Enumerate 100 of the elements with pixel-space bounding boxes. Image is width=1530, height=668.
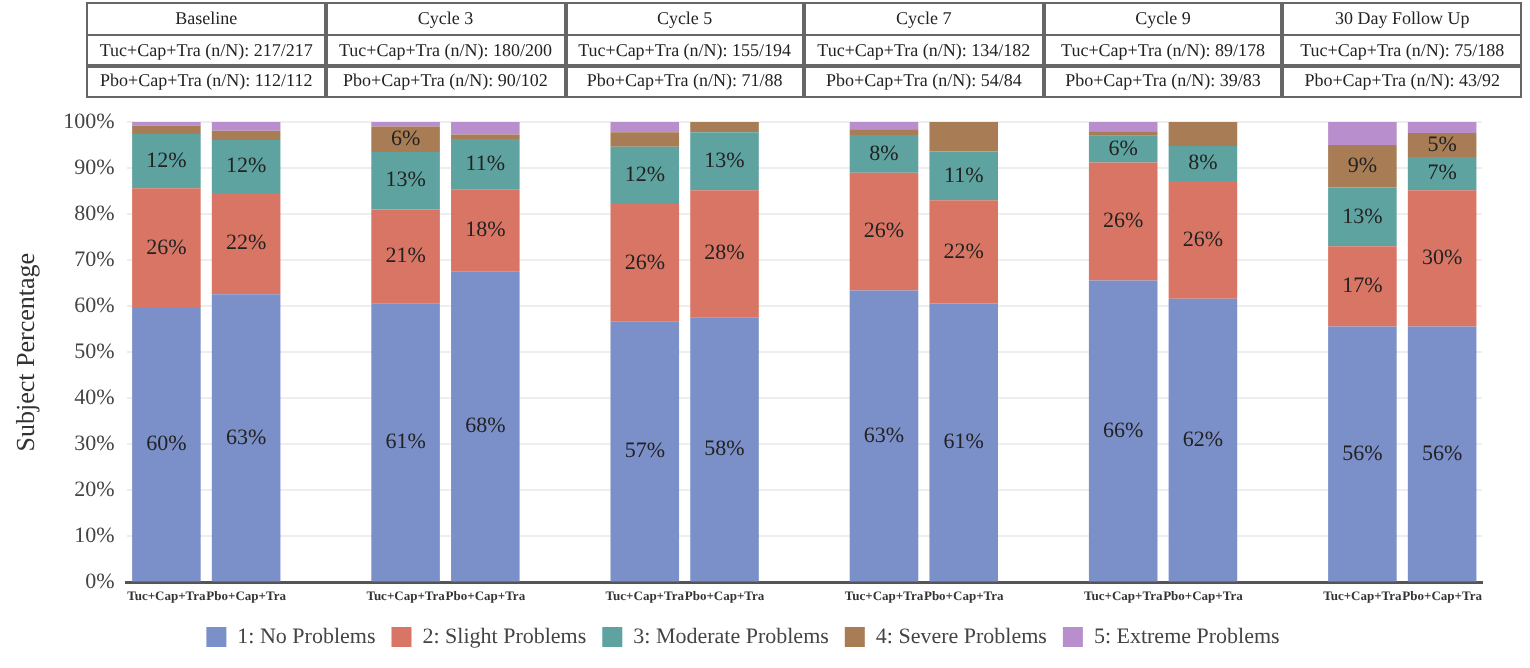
data-label: 13% bbox=[385, 168, 426, 193]
bar bbox=[690, 132, 759, 191]
y-tick-label: 70% bbox=[74, 247, 115, 272]
bar bbox=[211, 294, 281, 582]
text: Tuc+Cap+Tra (n/N): 180/200 bbox=[325, 33, 566, 67]
text: Tuc+Cap+Tra (n/N): 75/188 bbox=[1282, 33, 1522, 67]
data-label: 66% bbox=[1103, 418, 1144, 443]
data-label: 61% bbox=[943, 430, 984, 455]
text: Tuc+Cap+Tra (n/N): 134/182 bbox=[804, 33, 1044, 67]
text: Pbo+Cap+Tra (n/N): 43/92 bbox=[1282, 64, 1522, 98]
legend-label: 5: Extreme Problems bbox=[1093, 624, 1280, 649]
y-tick-label: 30% bbox=[74, 432, 115, 457]
bar bbox=[1088, 122, 1158, 132]
text: Pbo+Cap+Tra (n/N): 54/84 bbox=[804, 64, 1044, 98]
data-label: 63% bbox=[863, 423, 905, 448]
data-label: 5% bbox=[1427, 132, 1457, 157]
bar bbox=[849, 122, 919, 130]
text: Tuc+Cap+Tra (n/N): 217/217 bbox=[86, 33, 326, 67]
bar bbox=[1328, 326, 1397, 582]
legend-label: 1: No Problems bbox=[237, 624, 376, 649]
legend-label: 3: Moderate Problems bbox=[633, 624, 829, 649]
bar bbox=[1407, 190, 1477, 327]
text: Pbo+Cap+Tra (n/N): 71/88 bbox=[565, 64, 805, 98]
data-label: 9% bbox=[1347, 153, 1378, 178]
bar bbox=[451, 189, 520, 272]
data-label: 58% bbox=[704, 437, 745, 462]
text: Tuc+Cap+Tra (n/N): 155/194 bbox=[565, 33, 805, 67]
data-label: 13% bbox=[1342, 204, 1383, 229]
text: Pbo+Cap+Tra (n/N): 90/102 bbox=[325, 64, 566, 98]
data-label: 11% bbox=[465, 152, 506, 177]
legend-label: 4: Severe Problems bbox=[875, 624, 1047, 649]
bar bbox=[610, 132, 680, 147]
bar bbox=[1168, 298, 1238, 582]
y-tick-label: 50% bbox=[74, 339, 115, 364]
data-label: 26% bbox=[624, 250, 665, 275]
data-label: 13% bbox=[704, 148, 745, 173]
text: Cycle 3 bbox=[325, 2, 566, 36]
bar bbox=[690, 190, 759, 318]
y-tick-label: 10% bbox=[74, 524, 115, 549]
bar bbox=[451, 122, 520, 135]
bar bbox=[211, 139, 281, 193]
bar bbox=[371, 209, 440, 304]
bar bbox=[451, 134, 520, 140]
bar bbox=[1088, 280, 1158, 582]
data-label: 11% bbox=[943, 163, 984, 188]
bar bbox=[929, 122, 999, 152]
bar bbox=[1328, 187, 1397, 247]
bar bbox=[610, 122, 680, 133]
bar bbox=[1088, 162, 1158, 281]
y-axis-title: Subject Percentage bbox=[10, 252, 41, 452]
bar bbox=[1328, 246, 1397, 327]
bar bbox=[690, 317, 759, 582]
bar bbox=[1168, 122, 1238, 146]
data-label: 28% bbox=[704, 241, 745, 266]
bar bbox=[132, 125, 201, 134]
y-tick-label: 100% bbox=[63, 109, 115, 134]
data-label: 8% bbox=[1188, 151, 1218, 176]
data-label: 26% bbox=[146, 235, 187, 260]
bar bbox=[371, 151, 440, 210]
text: Cycle 7 bbox=[804, 2, 1044, 36]
bar bbox=[371, 303, 440, 582]
bar bbox=[211, 192, 281, 295]
y-tick-label: 40% bbox=[74, 386, 115, 411]
bar bbox=[849, 134, 919, 173]
bar bbox=[1407, 326, 1477, 582]
data-label: 63% bbox=[225, 425, 267, 450]
bar bbox=[849, 172, 919, 291]
bar bbox=[451, 271, 520, 582]
data-label: 61% bbox=[385, 430, 426, 455]
text: Baseline bbox=[86, 2, 326, 36]
data-label: 8% bbox=[869, 141, 899, 166]
data-label: 18% bbox=[465, 218, 506, 243]
y-tick-label: 0% bbox=[85, 570, 115, 595]
bar bbox=[610, 203, 680, 322]
bar bbox=[451, 139, 520, 190]
data-label: 6% bbox=[390, 127, 421, 152]
text: Pbo+Cap+Tra (n/N): 39/83 bbox=[1043, 64, 1283, 98]
bar bbox=[211, 122, 281, 131]
bar bbox=[929, 303, 999, 582]
bar bbox=[849, 129, 919, 135]
text: Tuc+Cap+Tra (n/N): 89/178 bbox=[1043, 33, 1283, 67]
data-label: 7% bbox=[1427, 161, 1457, 186]
text: 30 Day Follow Up bbox=[1282, 2, 1522, 36]
bar bbox=[1328, 122, 1397, 146]
bar bbox=[849, 290, 919, 582]
data-label: 12% bbox=[624, 163, 665, 188]
bar bbox=[132, 188, 201, 308]
text: Cycle 5 bbox=[565, 2, 805, 36]
data-label: 57% bbox=[624, 439, 665, 464]
y-tick-label: 60% bbox=[74, 293, 115, 318]
data-label: 22% bbox=[225, 231, 267, 256]
legend-label: 2: Slight Problems bbox=[422, 624, 587, 649]
bar bbox=[1328, 145, 1397, 188]
data-label: 68% bbox=[465, 414, 506, 439]
bar bbox=[610, 321, 680, 582]
bar bbox=[690, 122, 759, 133]
bar bbox=[211, 130, 281, 140]
bar bbox=[929, 200, 999, 304]
bar bbox=[132, 133, 201, 189]
bar bbox=[132, 308, 201, 582]
